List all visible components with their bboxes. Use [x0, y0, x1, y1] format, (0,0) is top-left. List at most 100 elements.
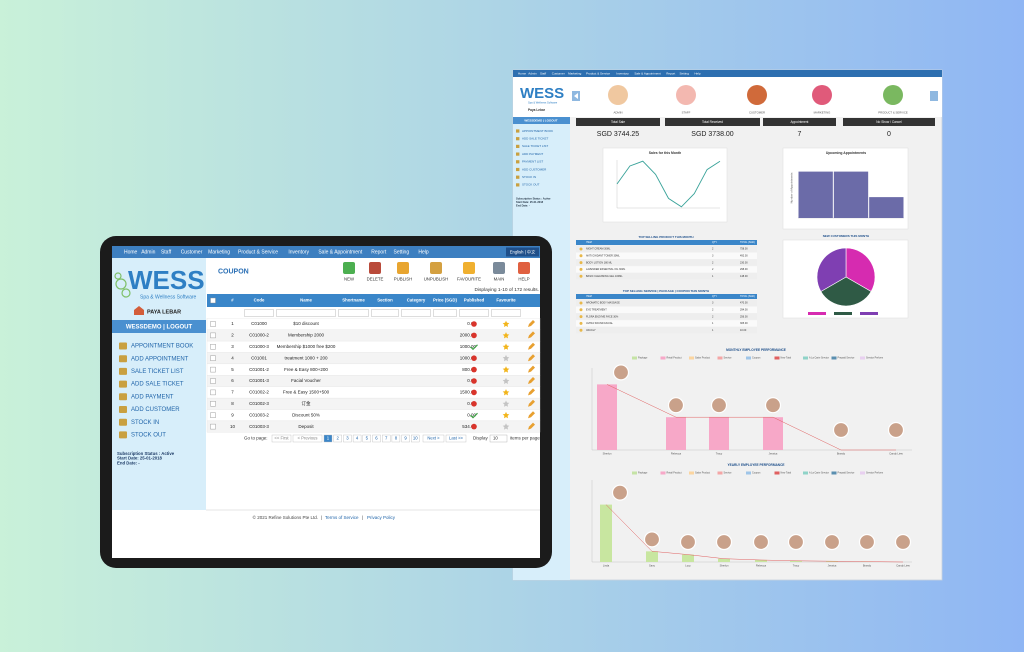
- column-header[interactable]: Section: [377, 298, 393, 303]
- menu-item[interactable]: ADD CUSTOMER: [131, 407, 180, 413]
- table-cell: 7: [231, 390, 234, 395]
- menu-item[interactable]: SALE TICKET LIST: [131, 369, 184, 375]
- menu-item[interactable]: ADD APPOINTMENT: [131, 356, 189, 362]
- nav-item[interactable]: Setting: [394, 250, 410, 256]
- page-number[interactable]: 1: [327, 436, 330, 441]
- module-label[interactable]: STAFF: [682, 111, 691, 115]
- employee-avatar: [752, 533, 770, 551]
- page-number[interactable]: 7: [385, 436, 388, 441]
- previous-page[interactable]: < Previous: [298, 436, 318, 441]
- menu-item[interactable]: ADD SALE TICKET: [131, 382, 184, 388]
- page-number[interactable]: 6: [375, 436, 378, 441]
- last-page[interactable]: Last >>: [449, 436, 464, 441]
- favourite-icon: [502, 400, 510, 407]
- menu-item[interactable]: ADD PAYMENT: [131, 394, 174, 400]
- toolbar-button[interactable]: PUBLISH: [394, 277, 412, 282]
- menu-item[interactable]: ADD CUSTOMER: [522, 167, 547, 171]
- nav-item[interactable]: Product & Service: [238, 250, 278, 256]
- nav-item[interactable]: Sale & Appointment: [634, 71, 661, 75]
- menu-item[interactable]: STOCK OUT: [131, 432, 166, 438]
- column-header[interactable]: #: [231, 298, 234, 303]
- column-header[interactable]: Code: [254, 298, 265, 303]
- nav-item[interactable]: Inventory: [616, 71, 629, 75]
- page-number[interactable]: 8: [395, 436, 398, 441]
- nav-item[interactable]: Inventory: [288, 250, 309, 256]
- toolbar-button[interactable]: FAVOURITE: [457, 277, 481, 282]
- menu-icon: [119, 380, 127, 388]
- logo-bubble: [114, 272, 122, 280]
- nav-item[interactable]: Home: [518, 71, 526, 75]
- nav-item[interactable]: Marketing: [208, 250, 230, 256]
- toolbar-button[interactable]: UNPUBLISH: [424, 277, 449, 282]
- footer-link[interactable]: Privacy Policy: [367, 515, 396, 520]
- menu-item[interactable]: STOCK OUT: [522, 183, 540, 187]
- nav-item[interactable]: Marketing: [568, 71, 582, 75]
- nav-item[interactable]: Report: [371, 250, 387, 256]
- nav-item[interactable]: Staff: [161, 250, 172, 256]
- menu-item[interactable]: STOCK IN: [131, 420, 159, 426]
- toolbar-icon: [397, 262, 409, 274]
- first-page[interactable]: << First: [274, 436, 289, 441]
- page-number[interactable]: 4: [356, 436, 359, 441]
- nav-item[interactable]: Help: [694, 71, 701, 75]
- legend-swatch: [717, 356, 723, 360]
- per-page-value[interactable]: 10: [493, 436, 498, 441]
- table-row: [206, 420, 541, 433]
- user-bar-text[interactable]: WESSDEMO | LOGOUT: [126, 324, 193, 330]
- toolbar-button[interactable]: MAIN: [494, 277, 505, 282]
- module-label[interactable]: ADMIN: [613, 111, 622, 115]
- nav-item[interactable]: Setting: [680, 71, 690, 75]
- column-header[interactable]: Shortname: [342, 298, 365, 303]
- checkbox: [210, 389, 216, 396]
- table-cell: 0.00: [467, 412, 476, 417]
- column-header[interactable]: Category: [407, 298, 426, 303]
- favourite-icon: [502, 411, 510, 419]
- nav-item[interactable]: Staff: [540, 71, 546, 75]
- module-label[interactable]: MARKETING: [814, 111, 831, 115]
- table-cell: 800.00: [462, 367, 476, 372]
- table-header: [576, 240, 757, 245]
- house-icon: [134, 306, 144, 315]
- menu-item[interactable]: SALE TICKET LIST: [522, 144, 548, 148]
- menu-item[interactable]: APPOINTMENT BOOK: [522, 129, 553, 133]
- page-number[interactable]: 3: [346, 436, 349, 441]
- page-number[interactable]: 10: [413, 436, 418, 441]
- column-header[interactable]: Published: [464, 298, 485, 303]
- page-number[interactable]: 9: [404, 436, 407, 441]
- module-label[interactable]: CUSTOMER: [749, 111, 765, 115]
- nav-item[interactable]: Sale & Appointment: [318, 250, 363, 256]
- table-cell: Membership $1000 free $200: [277, 344, 336, 349]
- checkbox: [210, 355, 216, 361]
- menu-item[interactable]: APPOINTMENT BOOK: [131, 344, 193, 350]
- table-row: [576, 259, 757, 266]
- menu-item[interactable]: ADD PAYMENT: [522, 152, 543, 156]
- nav-item[interactable]: Admin: [141, 250, 155, 256]
- table-cell: 1000.00: [460, 355, 477, 360]
- nav-item[interactable]: Customer: [181, 250, 203, 256]
- nav-item[interactable]: Help: [418, 250, 429, 256]
- nav-item[interactable]: Product & Service: [586, 71, 610, 75]
- logo-subtitle: Spa & Wellness Software: [528, 101, 558, 105]
- toolbar-button[interactable]: DELETE: [367, 277, 384, 282]
- menu-item[interactable]: ADD SALE TICKET: [522, 136, 548, 140]
- menu-item[interactable]: PAYMENT LIST: [522, 160, 543, 164]
- legend-label: Service Perform: [866, 357, 883, 360]
- module-label[interactable]: PRODUCT & SERVICE: [878, 111, 908, 115]
- column-header[interactable]: Favourite: [496, 298, 516, 303]
- nav-item[interactable]: Admin: [528, 71, 537, 75]
- legend-label: Prepaid Service: [838, 472, 856, 475]
- nav-item[interactable]: Report: [666, 71, 675, 75]
- menu-item[interactable]: STOCK IN: [522, 175, 536, 179]
- language-switch[interactable]: English | 中文: [510, 248, 536, 255]
- nav-item[interactable]: Customer: [552, 71, 565, 75]
- toolbar-button[interactable]: HELP: [518, 277, 529, 282]
- page-number[interactable]: 2: [337, 436, 340, 441]
- nav-item[interactable]: Home: [124, 250, 138, 256]
- footer-link[interactable]: Terms of Service: [325, 515, 359, 520]
- toolbar-button[interactable]: NEW: [344, 277, 355, 282]
- user-bar-text[interactable]: WESSDEMO | LOGOUT: [524, 118, 557, 122]
- next-page[interactable]: Next >: [427, 436, 440, 441]
- page-number[interactable]: 5: [366, 436, 369, 441]
- column-header[interactable]: Price (SGD): [433, 298, 457, 303]
- column-header[interactable]: Name: [300, 298, 312, 303]
